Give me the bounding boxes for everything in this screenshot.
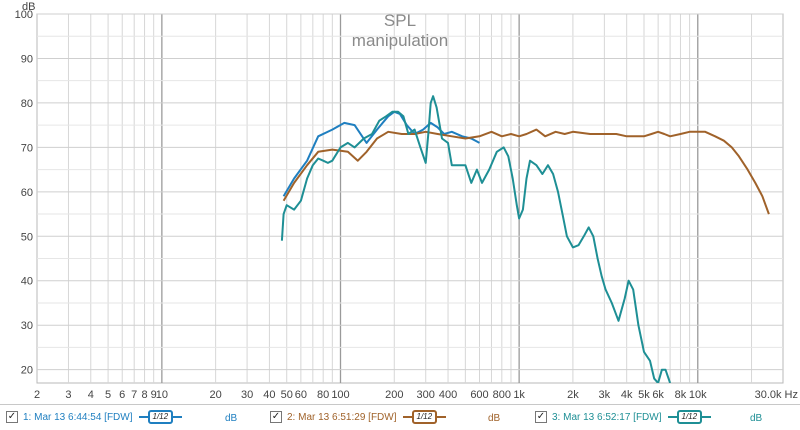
y-tick-label: 60 bbox=[21, 187, 33, 199]
x-tick-label: 100 bbox=[331, 389, 349, 401]
x-tick-label: 20 bbox=[210, 389, 222, 401]
smoothing-icon[interactable]: 1/12 bbox=[667, 410, 712, 424]
smoothing-icon[interactable]: 1/12 bbox=[138, 410, 183, 424]
legend-item-1[interactable]: ✓ 1: Mar 13 6:44:54 [FDW] 1/12 bbox=[6, 408, 183, 426]
y-tick-label: 90 bbox=[21, 53, 33, 65]
legend-item-3[interactable]: ✓ 3: Mar 13 6:52:17 [FDW] 1/12 bbox=[535, 408, 712, 426]
x-tick-label: 5 bbox=[105, 389, 111, 401]
x-tick-label: 7 bbox=[131, 389, 137, 401]
series-line-3 bbox=[280, 95, 672, 383]
x-tick-label: 3k bbox=[599, 389, 611, 401]
x-tick-label: 6k bbox=[652, 389, 664, 401]
x-tick-label: 40 bbox=[263, 389, 275, 401]
y-axis-unit: dB bbox=[22, 1, 35, 13]
legend-checkbox[interactable]: ✓ bbox=[6, 411, 18, 423]
y-tick-label: 100 bbox=[15, 9, 33, 21]
smoothing-value: 1/12 bbox=[147, 410, 174, 424]
smoothing-value: 1/12 bbox=[411, 410, 438, 424]
legend-bar: ✓ 1: Mar 13 6:44:54 [FDW] 1/12 dB ✓ 2: M… bbox=[0, 404, 800, 429]
series-line-2 bbox=[282, 128, 770, 215]
x-tick-label: 9 bbox=[151, 389, 157, 401]
smoothing-icon[interactable]: 1/12 bbox=[402, 410, 447, 424]
legend-label: 3: Mar 13 6:52:17 [FDW] bbox=[552, 411, 662, 423]
x-tick-label: 8 bbox=[141, 389, 147, 401]
x-tick-label: 400 bbox=[439, 389, 457, 401]
legend-checkbox[interactable]: ✓ bbox=[535, 411, 547, 423]
x-tick-label: 4k bbox=[621, 389, 633, 401]
chart-subtitle: manipulation bbox=[352, 31, 448, 50]
x-tick-label: 200 bbox=[385, 389, 403, 401]
y-tick-label: 50 bbox=[21, 231, 33, 243]
x-tick-label: 10 bbox=[156, 389, 168, 401]
legend-label: 2: Mar 13 6:51:29 [FDW] bbox=[287, 411, 397, 423]
y-tick-label: 80 bbox=[21, 98, 33, 110]
x-tick-label: 30 bbox=[241, 389, 253, 401]
x-tick-label: 5k bbox=[638, 389, 650, 401]
x-tick-label: 8k bbox=[675, 389, 687, 401]
x-tick-label: 2k bbox=[567, 389, 579, 401]
x-tick-label: 2 bbox=[34, 389, 40, 401]
legend-unit: dB bbox=[488, 413, 501, 424]
x-tick-label: 80 bbox=[317, 389, 329, 401]
legend-unit: dB bbox=[225, 413, 238, 424]
chart-title: SPL bbox=[384, 11, 416, 30]
y-tick-label: 20 bbox=[21, 365, 33, 377]
x-tick-label: 50 bbox=[281, 389, 293, 401]
legend-checkbox[interactable]: ✓ bbox=[270, 411, 282, 423]
x-tick-label: 30.0k Hz bbox=[755, 389, 798, 401]
x-tick-label: 10k bbox=[689, 389, 707, 401]
series-line-1 bbox=[282, 110, 480, 197]
x-tick-label: 3 bbox=[65, 389, 71, 401]
x-tick-label: 4 bbox=[88, 389, 94, 401]
legend-unit: dB bbox=[750, 413, 763, 424]
grid bbox=[36, 13, 784, 384]
series-layer bbox=[280, 95, 770, 383]
x-tick-label: 60 bbox=[295, 389, 307, 401]
y-tick-label: 70 bbox=[21, 142, 33, 154]
plot-area bbox=[36, 13, 784, 384]
x-tick-label: 300 bbox=[417, 389, 435, 401]
y-tick-label: 30 bbox=[21, 320, 33, 332]
smoothing-value: 1/12 bbox=[676, 410, 703, 424]
legend-label: 1: Mar 13 6:44:54 [FDW] bbox=[23, 411, 133, 423]
y-tick-label: 40 bbox=[21, 276, 33, 288]
x-tick-label: 800 bbox=[493, 389, 511, 401]
x-tick-label: 6 bbox=[119, 389, 125, 401]
x-tick-label: 600 bbox=[470, 389, 488, 401]
legend-item-2[interactable]: ✓ 2: Mar 13 6:51:29 [FDW] 1/12 bbox=[270, 408, 447, 426]
x-tick-label: 1k bbox=[513, 389, 525, 401]
